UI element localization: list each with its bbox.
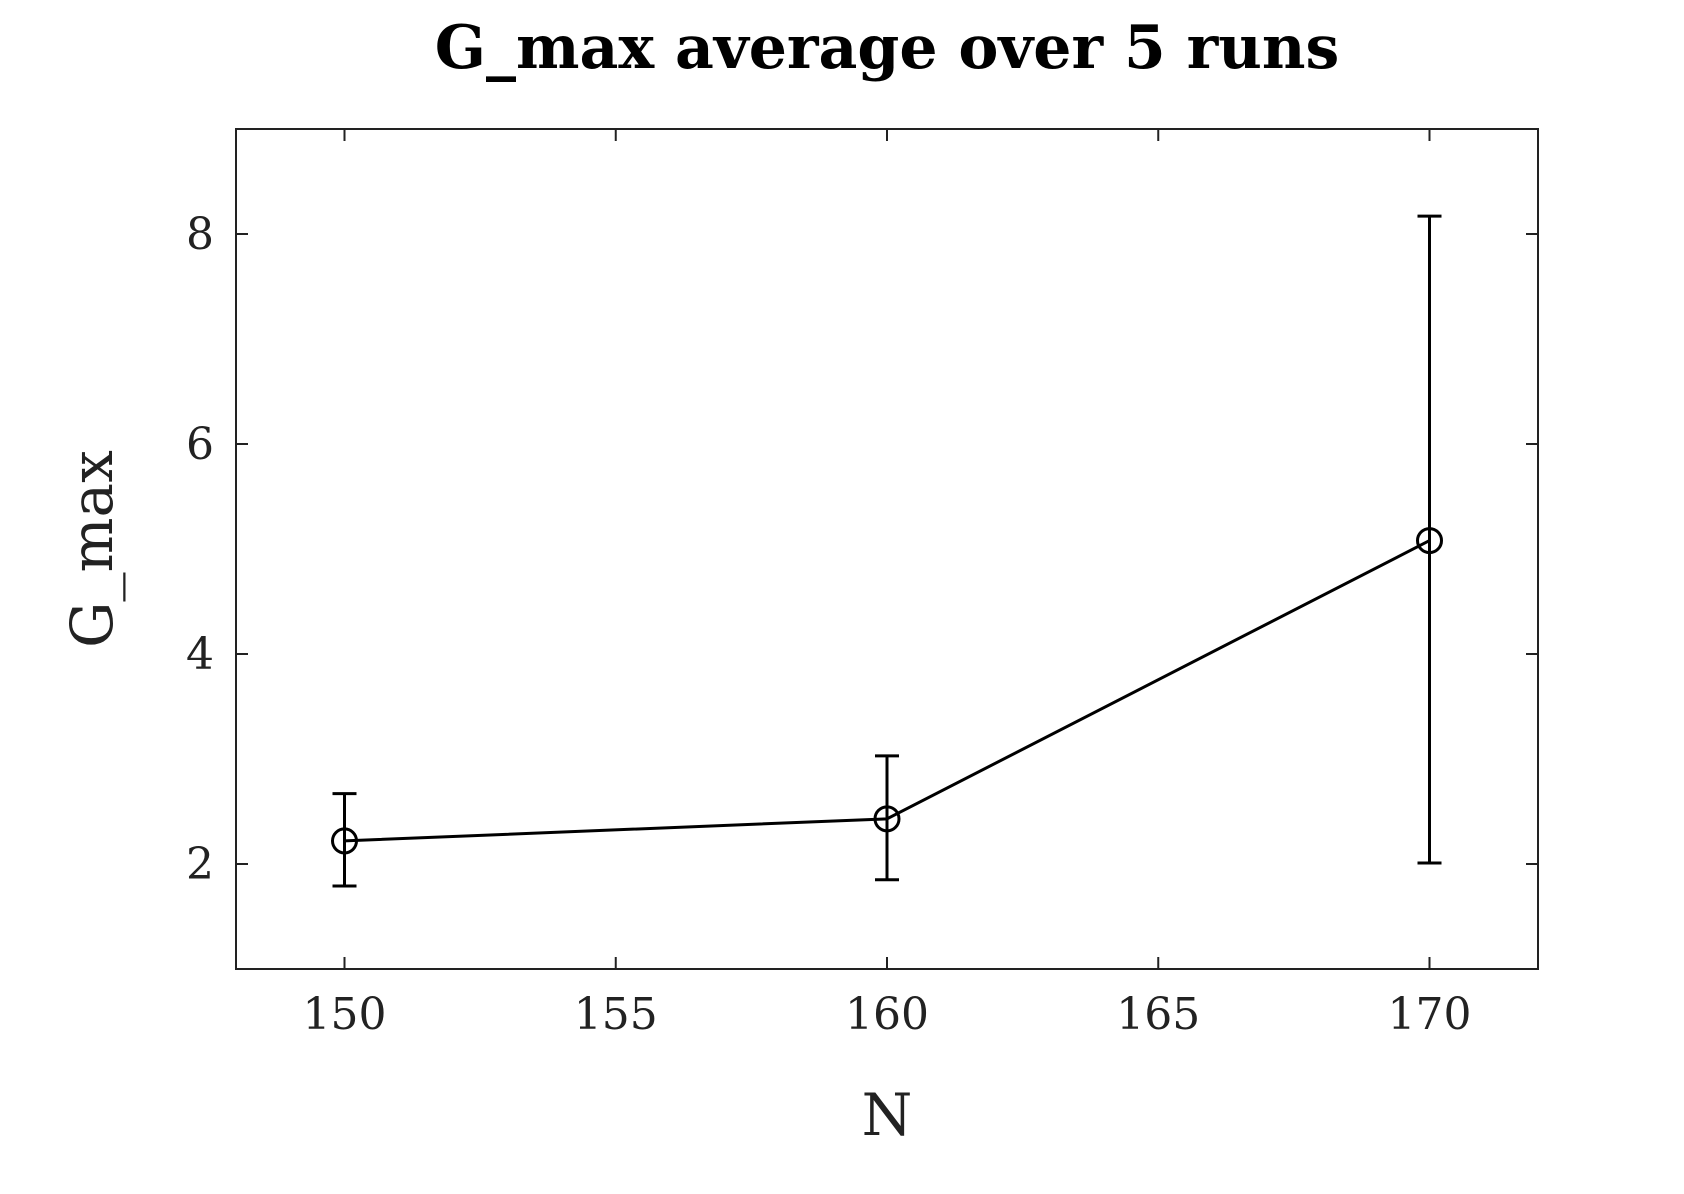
chart-title: G_max average over 5 runs: [435, 13, 1340, 83]
x-tick-label: 165: [1116, 989, 1200, 1040]
x-axis-label: N: [862, 1081, 913, 1149]
y-tick-label: 2: [186, 839, 214, 890]
y-axis: 2 4 6 8: [186, 209, 1538, 890]
x-tick-label: 170: [1388, 989, 1472, 1040]
x-tick-label: 155: [574, 989, 658, 1040]
y-axis-label: G_max: [58, 450, 126, 648]
series-layer: [331, 214, 1443, 888]
data-point: [873, 805, 901, 833]
y-tick-label: 8: [186, 209, 214, 260]
data-point: [331, 827, 358, 855]
x-axis: 150 155 160 165 170: [303, 129, 1472, 1040]
y-tick-label: 6: [186, 419, 214, 470]
y-tick-label: 4: [186, 629, 214, 680]
x-tick-label: 160: [845, 989, 929, 1040]
x-tick-label: 150: [303, 989, 387, 1040]
data-point: [1416, 527, 1443, 555]
